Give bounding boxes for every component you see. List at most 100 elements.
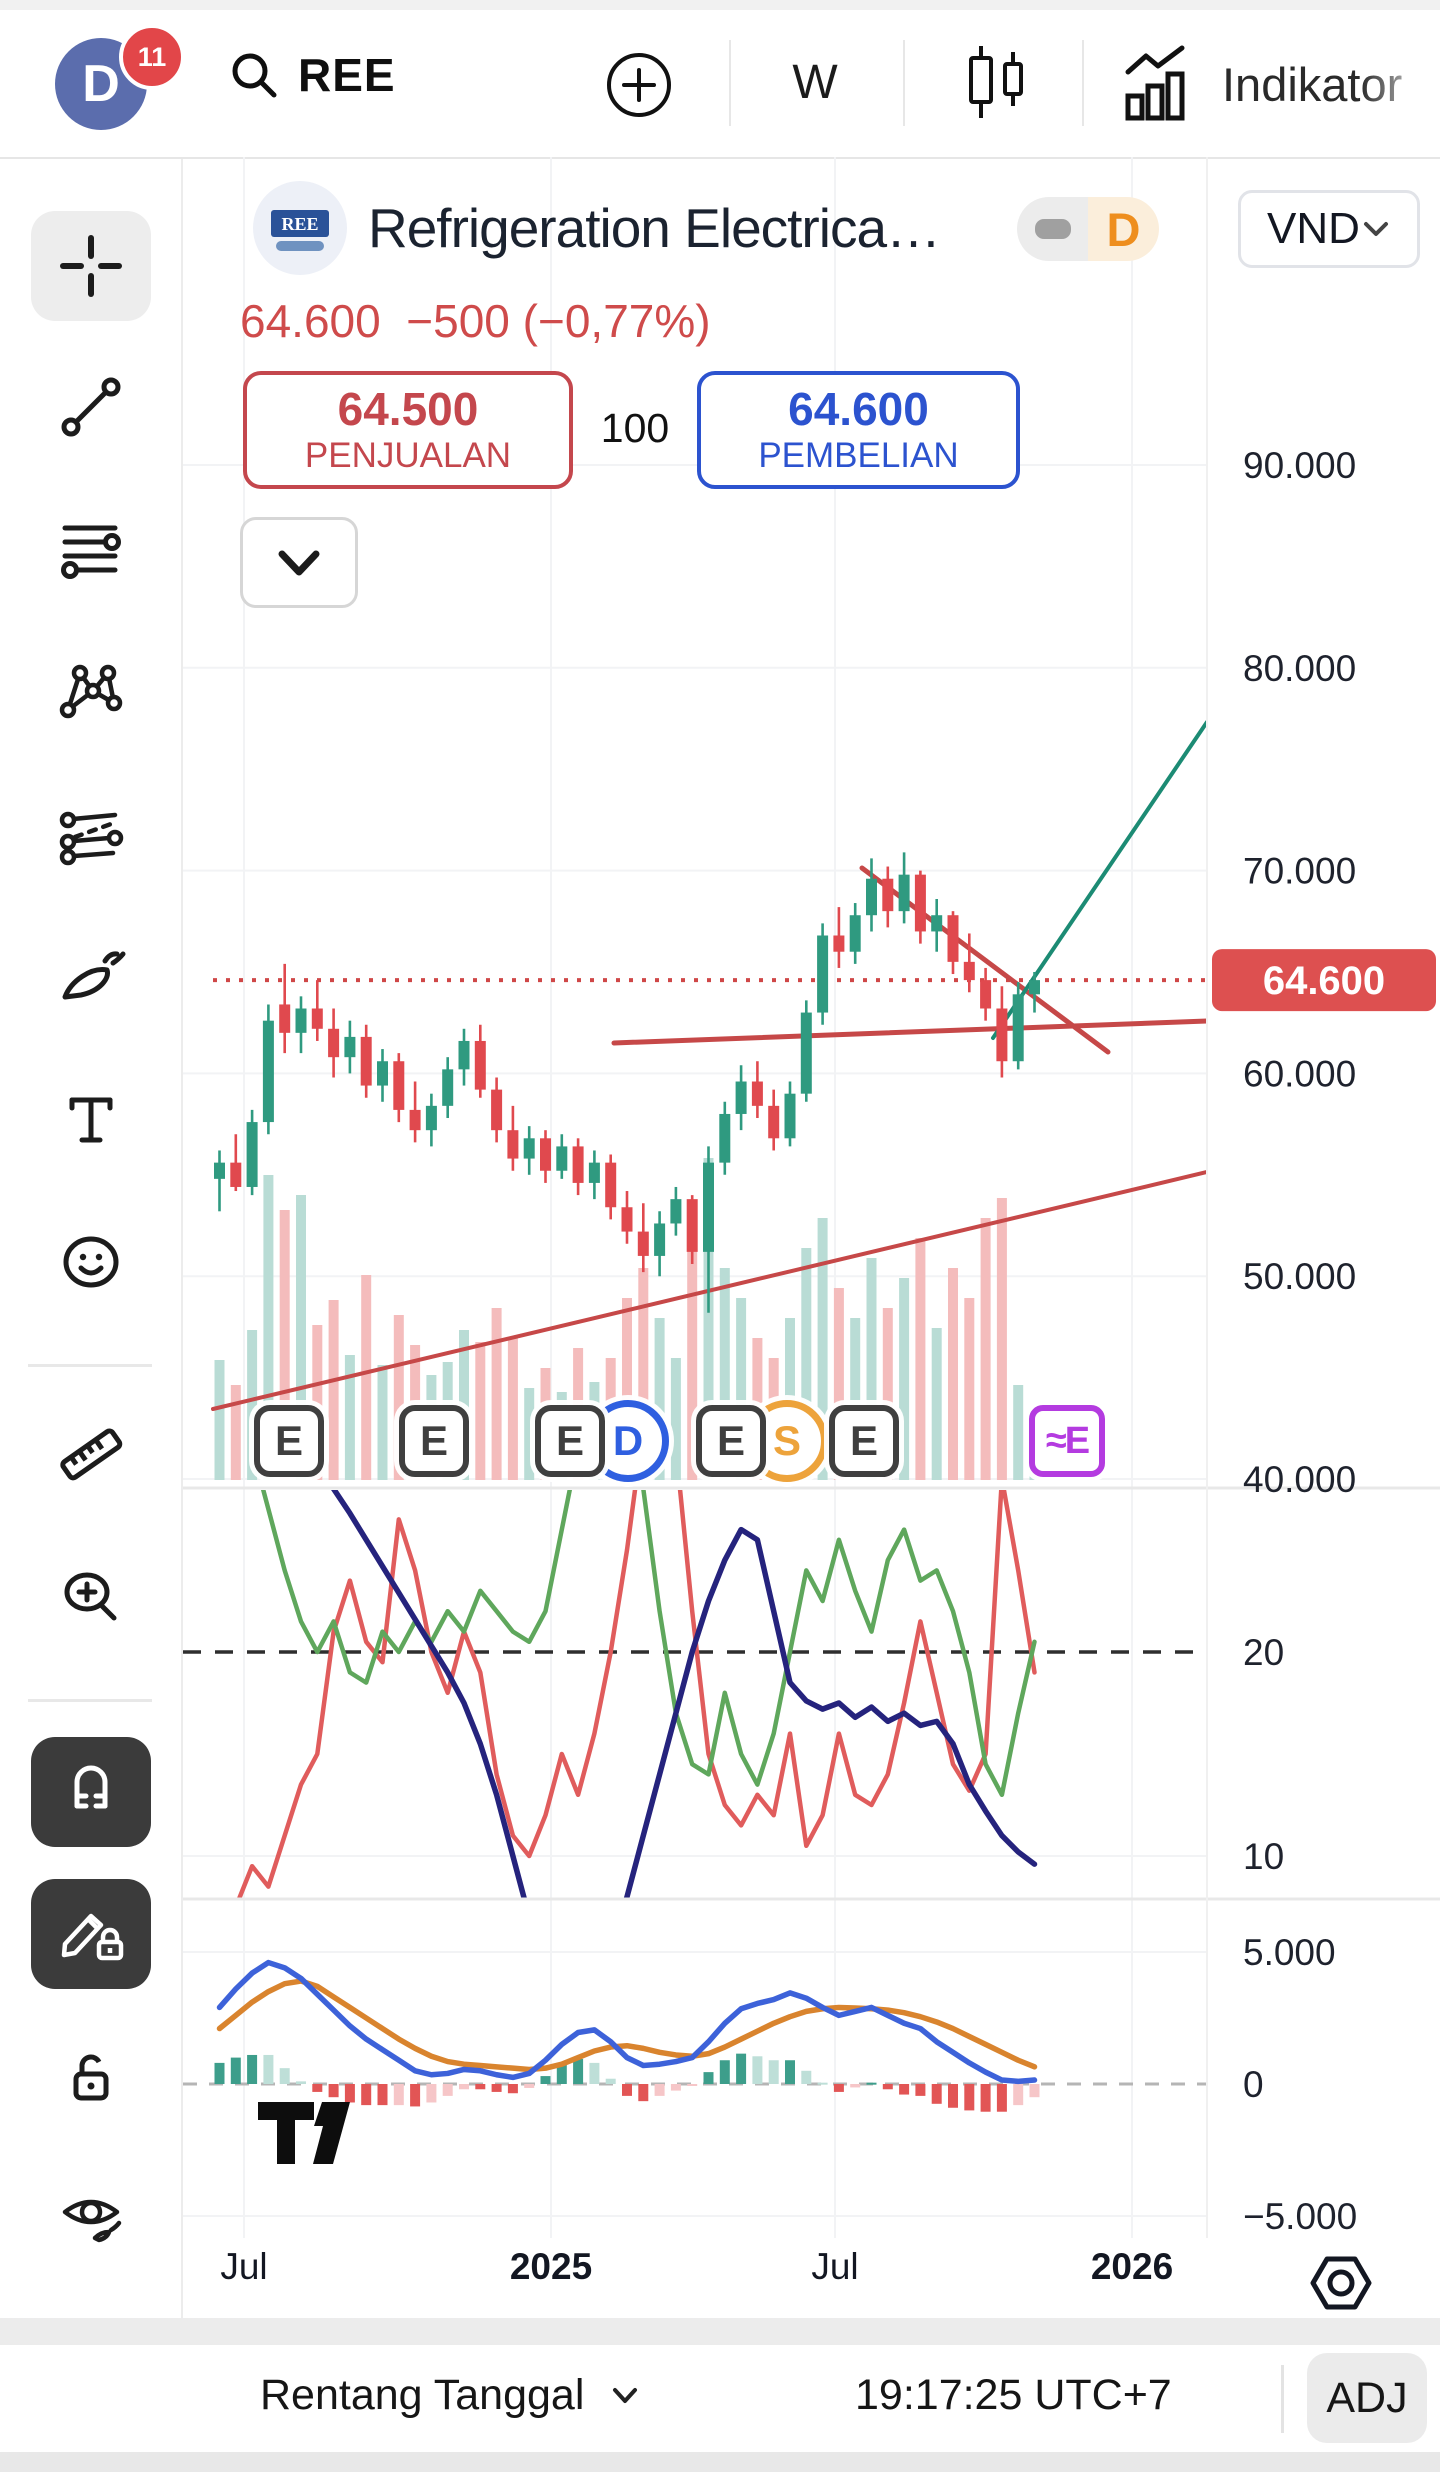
toolbar-divider [729,40,731,126]
parallel-channel-tool[interactable] [31,779,151,889]
interval-button[interactable]: W [770,54,860,111]
candle [963,961,975,981]
candle [377,1061,388,1086]
macd-histogram-bar [687,2084,698,2086]
macd-histogram-bar [328,2084,339,2098]
lock-all-tool[interactable] [31,2021,151,2131]
macd-histogram-bar [752,2056,763,2084]
hide-drawings-tool[interactable] [31,2163,151,2273]
candle [931,915,943,932]
candle [1012,994,1024,1062]
candle [491,1089,503,1131]
macd-histogram-bar [817,2082,828,2085]
volume-bar [687,1248,698,1480]
candle [637,1231,649,1256]
home-indicator-strip [0,2452,1440,2472]
candle [425,1105,437,1131]
axis-label: 0 [1243,2064,1264,2105]
volume-bar [377,1365,388,1480]
volume-bar [654,1318,665,1480]
volume-bar [996,1198,1007,1480]
volume-bar [475,1342,486,1480]
sell-price: 64.500 [337,383,479,436]
drawing-lock-toggle[interactable] [31,1879,151,1989]
buy-label: PEMBELIAN [758,436,959,476]
event-marker-E[interactable]: E [535,1405,605,1477]
volume-bar [964,1298,975,1480]
event-marker-approx-E[interactable]: ≈E [1029,1405,1105,1477]
candle [719,1113,731,1163]
chart-type-button[interactable] [955,44,1039,124]
xabcd-pattern-tool[interactable] [31,635,151,745]
candle [751,1081,763,1106]
volume-bar [833,1288,844,1480]
currency-selector[interactable]: VND [1238,190,1420,268]
chevron-down-icon [276,548,322,578]
symbol-query: REE [298,49,396,101]
divider [1281,2365,1284,2433]
axis-label: 20 [1243,1632,1284,1673]
macd-histogram-bar [524,2084,535,2088]
text-tool[interactable] [31,1064,151,1174]
event-marker-E[interactable]: E [829,1405,899,1477]
volume-bar [361,1275,372,1480]
axis-label: 64.600 [1263,959,1385,1003]
symbol-title[interactable]: Refrigeration Electrica… [368,197,941,259]
candle [311,1008,323,1029]
magnet-mode-toggle[interactable] [31,1737,151,1847]
interval-toggle[interactable]: D [1017,197,1159,261]
candle [588,1162,600,1183]
chart-canvas[interactable]: 90.000 80.000 70.000 60.000 50.000 40.000 20 10… [183,157,1440,2322]
main-pane [211,720,1207,1480]
event-marker-E[interactable]: E [399,1405,469,1477]
macd-histogram-bar [556,2064,567,2084]
symbol-search[interactable]: REE [228,48,396,102]
symbol-logo[interactable]: REE [253,181,347,275]
macd-histogram-bar [1013,2084,1024,2106]
horizontal-lines-tool[interactable] [31,494,151,604]
macd-histogram-bar [459,2084,469,2090]
bottom-toolbar: Rentang Tanggal 19:17:25 UTC+7 ADJ [0,2345,1440,2452]
dmi-pane [183,1490,1207,1898]
macd-histogram-bar [410,2084,421,2107]
sell-button[interactable]: 64.500 PENJUALAN [243,371,573,489]
event-marker-E[interactable]: E [254,1405,324,1477]
trend-line [211,1170,1207,1411]
macd-histogram-bar [915,2084,926,2096]
notification-badge: 11 [119,24,185,90]
brush-tool[interactable] [31,922,151,1032]
volume-bar [785,1318,795,1480]
adjusted-data-toggle[interactable]: ADJ [1307,2353,1427,2443]
chart-settings-icon[interactable] [1308,2250,1374,2316]
macd-histogram-bar [214,2062,225,2084]
macd-histogram-bar [866,2082,877,2085]
event-marker-E[interactable]: E [696,1405,766,1477]
macd-histogram-bar [931,2084,942,2104]
candle [866,878,877,916]
trend-line-tool[interactable] [31,352,151,462]
volume-bar [736,1298,747,1480]
axis-label: 40.000 [1243,1459,1356,1500]
date-range-button[interactable]: Rentang Tanggal [260,2371,640,2420]
crosshair-tool[interactable] [31,211,151,321]
toolbar-divider [28,1699,152,1702]
session-clock[interactable]: 19:17:25 UTC+7 [855,2371,1172,2419]
candle [980,980,992,1009]
volume-bar [899,1278,910,1480]
volume-bar [882,1308,893,1480]
candle [833,935,845,952]
macd-histogram-bar [654,2084,665,2096]
macd-histogram-bar [426,2084,437,2103]
buy-button[interactable]: 64.600 PEMBELIAN [697,371,1020,489]
add-symbol-button[interactable] [604,50,674,120]
toolbar-divider [28,1364,152,1367]
zoom-in-tool[interactable] [31,1541,151,1651]
collapse-header-button[interactable] [240,517,358,608]
signal-line [216,1978,1038,2073]
emoji-tool[interactable] [31,1206,151,1316]
avatar[interactable]: D 11 [55,24,185,130]
measure-tool[interactable] [31,1399,151,1509]
volume-bar [344,1355,355,1480]
candle [768,1105,780,1139]
